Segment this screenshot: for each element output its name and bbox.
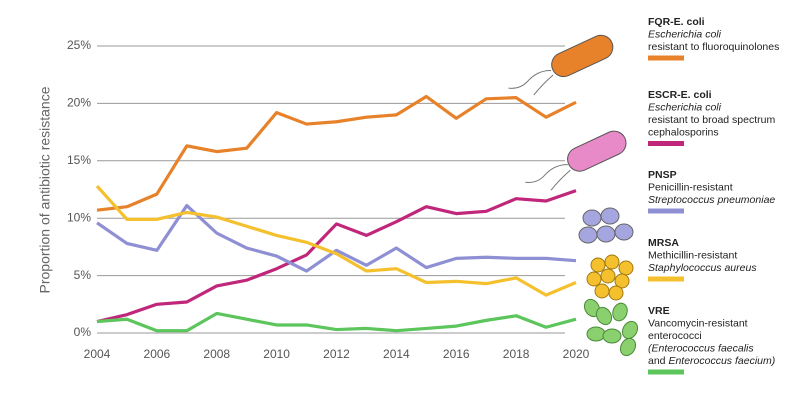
legend-description: enterococci [648,330,702,342]
legend-text: and [648,355,668,367]
legend-description: Methicillin-resistant [648,249,737,261]
legend-text: (Enterococcus faecalis [648,342,754,354]
legend-title: PNSP [648,169,677,181]
x-tick-label: 2008 [203,347,230,361]
illustrations [508,34,639,357]
legend-text: resistant to broad spectrum [648,114,775,126]
coccus [612,302,628,322]
legend-description: Vancomycin-resistant [648,317,748,329]
coccus [608,285,624,301]
x-tick-label: 2006 [144,347,171,361]
legend-description: cephalosporins [648,126,719,138]
y-tick-label: 5% [74,268,92,282]
x-tick-label: 2012 [323,347,350,361]
legend-description: and Enterococcus faecium) [648,355,775,367]
legend-text: Staphylococcus aureus [648,262,757,274]
coccus [614,223,634,241]
legend-description: resistant to fluoroquinolones [648,41,779,53]
coccus [602,328,622,344]
coccus [578,226,598,244]
legend-title: VRE [648,305,670,317]
coccus [594,283,610,299]
legend-text: resistant to fluoroquinolones [648,41,779,53]
coccus [596,225,616,243]
series-line [96,189,577,324]
x-tick-label: 2018 [503,347,530,361]
legend-description: Penicillin-resistant [648,181,733,193]
x-tick-label: 2020 [563,347,590,361]
y-axis-label: Proportion of antibiotic resistance [37,86,53,293]
legend-text: Streptococcus pneumoniae [648,194,775,206]
coccus [586,326,606,342]
coccus [614,273,630,289]
legend-text: enterococci [648,330,702,342]
flagellum [533,74,554,96]
series-line [96,203,577,273]
legend-description: Escherichia coli [648,101,722,113]
legend-description: Staphylococcus aureus [648,262,757,274]
series-line [95,184,577,297]
legend-text: Enterococcus faecium) [668,355,775,367]
series-line [96,94,577,212]
flagellum [525,164,568,183]
bacterium-illustration [508,34,614,96]
series-line [96,311,577,333]
coccus [586,271,602,287]
legend-title: ESCR-E. coli [648,89,712,101]
coccus [582,209,602,227]
y-tick-label: 0% [74,325,92,339]
coccus [595,306,613,326]
legend-text: Methicillin-resistant [648,249,737,261]
y-tick-label: 25% [67,38,91,52]
coccus [600,268,616,284]
legend-text: Escherichia coli [648,101,722,113]
legend-text: cephalosporins [648,126,719,138]
legend-text: Vancomycin-resistant [648,317,748,329]
legend-description: Streptococcus pneumoniae [648,194,775,206]
legend-description: Escherichia coli [648,28,722,40]
legend-title: FQR-E. coli [648,16,705,28]
x-tick-label: 2016 [443,347,470,361]
legend-description: resistant to broad spectrum [648,114,775,126]
cocci-illustration [586,254,634,301]
y-tick-label: 10% [67,210,91,224]
bacterium [551,34,614,78]
cocci-illustration [578,207,634,244]
bacterium-illustration [525,130,627,191]
legend-text: Escherichia coli [648,28,722,40]
coccus [590,257,606,273]
enterococci-illustration [583,298,639,357]
coccus [621,320,639,340]
y-tick-label: 20% [67,96,91,110]
x-tick-label: 2010 [263,347,290,361]
flagellum [550,169,571,191]
coccus [600,207,620,225]
bacterium [567,130,627,172]
coccus [618,260,634,276]
flagellum [508,70,552,89]
legend-title: MRSA [648,237,679,249]
coccus [619,337,637,357]
y-tick-label: 15% [67,153,91,167]
legend-description: (Enterococcus faecalis [648,342,754,354]
x-tick-label: 2014 [383,347,410,361]
x-tick-label: 2004 [84,347,111,361]
legend-text: Penicillin-resistant [648,181,733,193]
coccus [604,254,620,270]
